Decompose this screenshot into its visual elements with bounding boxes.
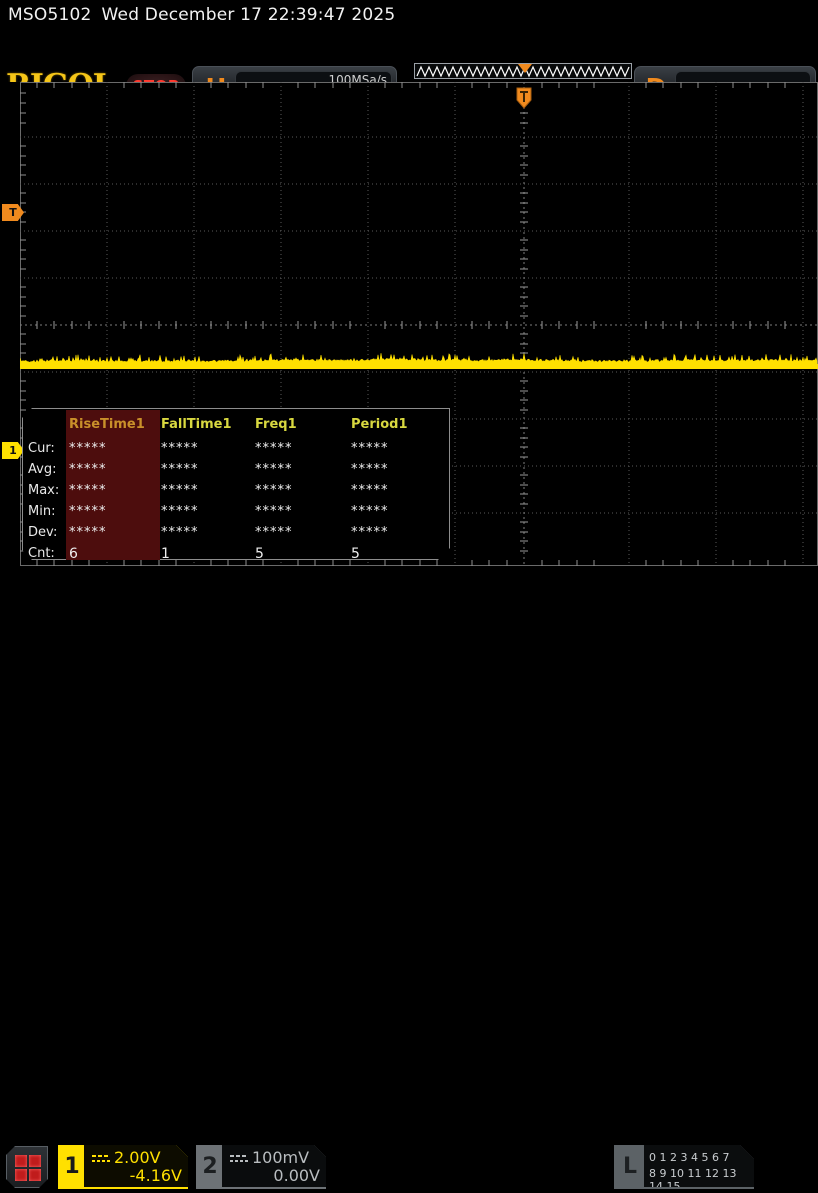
measurement-value: ***** <box>69 462 107 477</box>
header-bar: RIGOL STOP H 20.0ms 100MSa/s 20Mpts Meas… <box>0 30 818 110</box>
logic-analyzer-letter: L <box>622 1153 638 1179</box>
oscilloscope-screen: MSO5102 Wed December 17 22:39:47 2025 RI… <box>0 3 818 630</box>
measurement-value: 6 <box>69 546 78 562</box>
measurement-row-label: Min: <box>28 504 56 519</box>
bottom-status-bar: 1 2.00V -4.16V 2 <box>0 568 818 630</box>
trigger-position-marker-icon[interactable] <box>515 87 533 109</box>
channel-1-ground-marker[interactable]: 1 <box>2 442 24 459</box>
measurement-value: ***** <box>255 504 293 519</box>
measurement-column-header[interactable]: RiseTime1 <box>69 417 145 432</box>
measurement-column-header[interactable]: Freq1 <box>255 417 297 432</box>
measurement-value: 5 <box>351 546 360 562</box>
channel-1-readout: 2.00V -4.16V <box>84 1145 188 1187</box>
measurement-value: ***** <box>255 525 293 540</box>
logic-channel-list: 0 1 2 3 4 5 6 7 8 9 10 11 12 13 14 15 <box>644 1145 754 1187</box>
channel-1-scale: 2.00V <box>114 1148 161 1167</box>
selected-measurement-highlight <box>66 410 160 560</box>
measurement-value: ***** <box>161 504 199 519</box>
logic-analyzer-badge[interactable]: L 0 1 2 3 4 5 6 7 8 9 10 11 12 13 14 15 <box>614 1145 754 1189</box>
channel-1-badge[interactable]: 1 2.00V -4.16V <box>58 1145 188 1189</box>
measurement-column-header[interactable]: FallTime1 <box>161 417 232 432</box>
measurement-value: ***** <box>69 504 107 519</box>
system-datetime: Wed December 17 22:39:47 2025 <box>101 5 396 25</box>
measurement-value: ***** <box>351 483 389 498</box>
channel-1-waveform-trace <box>20 353 818 370</box>
measurement-value: ***** <box>351 441 389 456</box>
titlebar: MSO5102 Wed December 17 22:39:47 2025 <box>8 3 395 27</box>
channel-1-number: 1 <box>64 1153 80 1179</box>
logic-row-top: 0 1 2 3 4 5 6 7 <box>649 1151 730 1164</box>
measurement-value: 1 <box>161 546 170 562</box>
measurement-row-label: Avg: <box>28 462 57 477</box>
instrument-model: MSO5102 <box>8 5 92 25</box>
measurement-value: ***** <box>69 483 107 498</box>
measurement-value: ***** <box>351 504 389 519</box>
measurement-value: 5 <box>255 546 264 562</box>
measurement-value: ***** <box>351 462 389 477</box>
channel-1-offset: -4.16V <box>129 1166 182 1185</box>
memory-position-marker-icon <box>518 64 532 73</box>
channel-2-number: 2 <box>202 1153 218 1179</box>
measurement-row-label: Cnt: <box>28 546 55 561</box>
measurement-value: ***** <box>69 525 107 540</box>
measurement-value: ***** <box>161 525 199 540</box>
measurement-value: ***** <box>161 441 199 456</box>
measurement-column-header[interactable]: Period1 <box>351 417 408 432</box>
channel-2-readout: 100mV 0.00V <box>222 1145 326 1187</box>
display-grid-button[interactable] <box>6 1146 48 1188</box>
channel-2-scale: 100mV <box>252 1148 310 1167</box>
measurement-value: ***** <box>69 441 107 456</box>
measurement-value: ***** <box>255 483 293 498</box>
measurement-value: ***** <box>255 462 293 477</box>
channel-2-badge[interactable]: 2 100mV 0.00V <box>196 1145 326 1189</box>
measurement-row-label: Max: <box>28 483 60 498</box>
measurement-row-label: Dev: <box>28 525 58 540</box>
waveform-core <box>20 364 818 369</box>
measurement-table[interactable]: Cur: Avg: Max: Min: Dev: Cnt: RiseTime1 ***** **… <box>22 408 450 560</box>
logic-row-bottom: 8 9 10 11 12 13 14 15 <box>649 1167 737 1193</box>
measurement-row-label: Cur: <box>28 441 55 456</box>
measurement-value: ***** <box>255 441 293 456</box>
trigger-level-marker[interactable]: T <box>2 204 24 221</box>
channel-2-coupling-icon <box>230 1154 248 1163</box>
measurement-value: ***** <box>161 462 199 477</box>
channel-1-coupling-icon <box>92 1154 110 1163</box>
measurement-value: ***** <box>161 483 199 498</box>
channel-2-offset: 0.00V <box>273 1166 320 1185</box>
measurement-value: ***** <box>351 525 389 540</box>
